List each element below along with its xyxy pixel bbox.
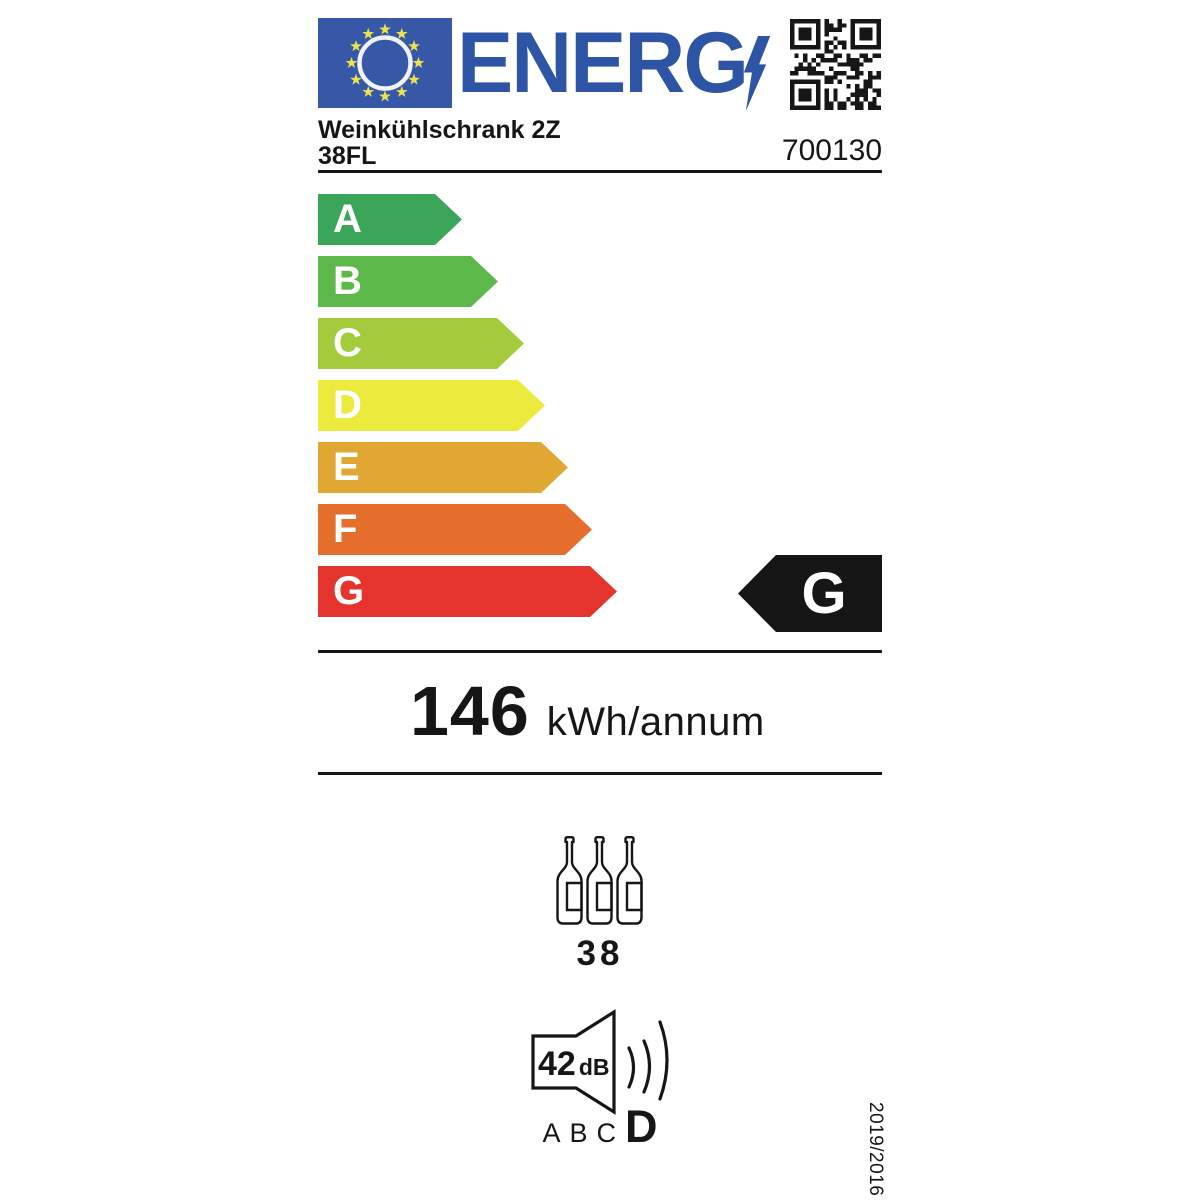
eu-flag-icon	[318, 18, 452, 108]
speaker-icon	[531, 1009, 669, 1115]
eu-star-icon	[395, 27, 408, 39]
energy-class-bar-a: A	[318, 194, 462, 245]
energy-class-letter: D	[333, 383, 362, 427]
product-name-line1: Weinkühlschrank 2Z	[318, 116, 561, 144]
energy-class-letter: F	[333, 507, 358, 551]
noise-unit: dB	[578, 1054, 610, 1080]
eu-star-icon	[395, 85, 408, 98]
consumption-value: 146	[410, 672, 530, 750]
model-number: 700130	[781, 134, 882, 167]
eu-star-icon	[379, 23, 391, 35]
product-name: Weinkühlschrank 2Z 38FL	[318, 117, 561, 169]
energy-logo-text: ENERG	[457, 15, 749, 111]
wine-bottle	[586, 836, 613, 925]
eu-star-icon	[362, 27, 375, 39]
energy-class-letter: A	[333, 197, 362, 241]
consumption-divider-bottom	[318, 772, 882, 775]
energy-class-letter: E	[333, 445, 360, 489]
eu-star-icon	[408, 73, 420, 85]
wine-bottles-icon	[556, 836, 643, 925]
flag-ring	[357, 35, 413, 91]
eu-star-icon	[350, 40, 362, 52]
noise-level: 42 dB	[538, 1045, 610, 1084]
energy-class-bar-e: E	[318, 442, 568, 493]
eu-star-icon	[408, 40, 420, 52]
bottle-capacity: 38	[576, 934, 624, 973]
header-divider	[318, 170, 882, 173]
energy-class-letter: B	[333, 259, 362, 303]
eu-star-icon	[350, 73, 362, 85]
noise-rated-class: D	[625, 1101, 658, 1152]
energy-class-bar-f: F	[318, 504, 592, 555]
energy-class-bar-g: G	[318, 566, 617, 617]
eu-star-icon	[412, 56, 425, 69]
qr-code	[790, 19, 881, 110]
energy-class-bar-c: C	[318, 318, 524, 369]
consumption-divider-top	[318, 650, 882, 653]
eu-star-icon	[379, 90, 391, 102]
sound-waves-icon	[627, 1020, 669, 1101]
noise-classes-abc: ABC	[542, 1118, 626, 1148]
energy-class-letter: G	[333, 569, 365, 613]
eu-star-icon	[345, 56, 358, 69]
energy-class-letter: C	[333, 321, 362, 365]
energy-class-bar-b: B	[318, 256, 498, 307]
consumption-unit: kWh/annum	[546, 700, 765, 744]
rated-class-indicator: G	[738, 555, 882, 632]
lightning-bolt-icon	[743, 36, 771, 111]
wine-bottle	[616, 836, 643, 925]
regulation-reference: 2019/2016	[865, 1102, 886, 1197]
eu-star-icon	[362, 85, 375, 98]
rated-class-letter: G	[801, 561, 847, 626]
energy-class-bar-d: D	[318, 380, 545, 431]
noise-value: 42	[538, 1045, 576, 1083]
noise-class-scale: ABCD	[318, 1104, 882, 1161]
annual-consumption: 146 kWh/annum	[410, 672, 765, 750]
product-name-line2: 38FL	[318, 142, 377, 170]
wine-bottle	[556, 836, 583, 925]
